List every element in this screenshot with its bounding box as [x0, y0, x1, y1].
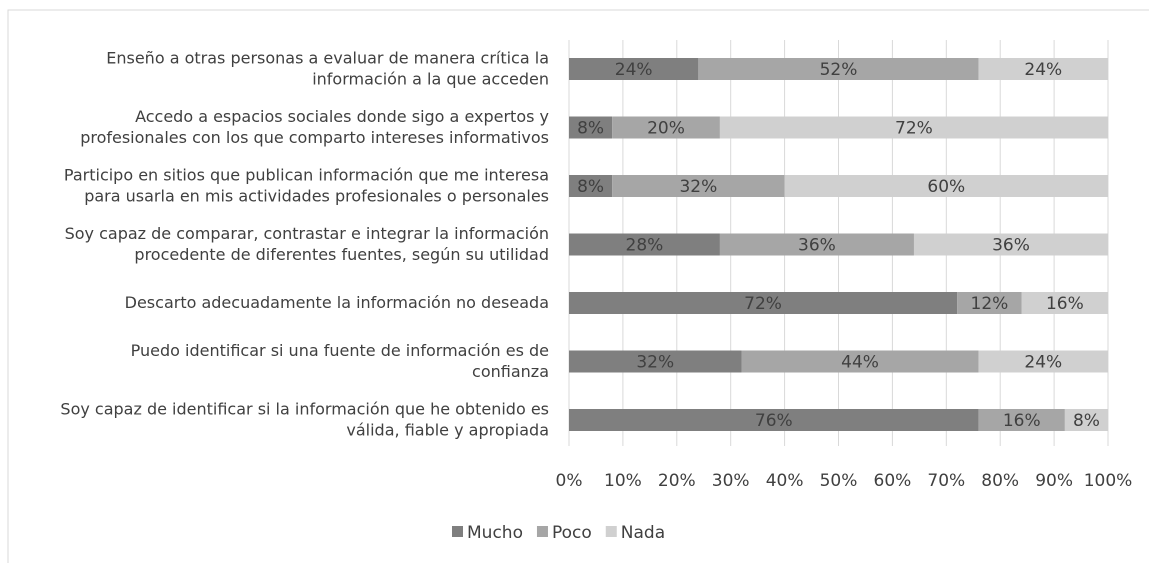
data-label: 60% [927, 177, 965, 197]
bar-segment [1021, 292, 1108, 314]
data-label: 8% [1073, 411, 1100, 431]
data-label: 8% [577, 119, 604, 139]
legend-swatch [536, 526, 548, 537]
x-tick-label: 20% [658, 471, 696, 491]
legend-swatch [452, 526, 463, 537]
bar-segment [569, 175, 613, 197]
data-label: 72% [744, 294, 782, 314]
data-label: 16% [1046, 294, 1084, 314]
category-label: Descarto adecuadamente la información no… [125, 293, 549, 312]
bar-segment [978, 350, 1108, 373]
data-label: 28% [626, 236, 664, 256]
data-label: 24% [1024, 60, 1062, 80]
bar-segment [569, 350, 742, 373]
bar-segment [741, 350, 979, 373]
x-tick-label: 90% [1035, 471, 1073, 491]
x-tick-label: 70% [927, 471, 965, 491]
category-label: Participo en sitios que publican informa… [64, 165, 549, 205]
bar-segment [719, 233, 914, 256]
legend-swatch [605, 526, 617, 537]
legend-label: Mucho [467, 523, 523, 543]
data-label: 52% [820, 60, 858, 80]
x-tick-label: 50% [820, 471, 858, 491]
category-label: Enseño a otras personas a evaluar de man… [106, 48, 549, 88]
data-label: 20% [647, 119, 685, 139]
data-label: 36% [992, 236, 1030, 256]
bar-segment [978, 409, 1065, 431]
x-tick-label: 60% [874, 471, 912, 491]
category-label: Puedo identificar si una fuente de infor… [131, 341, 549, 381]
bar-segment [913, 233, 1108, 256]
bar-segment [1064, 409, 1108, 431]
category-label: Accedo a espacios sociales donde sigo a … [80, 107, 549, 147]
bar-segment [569, 58, 699, 80]
bar-segment [569, 292, 958, 314]
x-tick-label: 30% [712, 471, 750, 491]
data-label: 76% [755, 411, 793, 431]
x-tick-label: 40% [766, 471, 804, 491]
x-tick-label: 80% [981, 471, 1019, 491]
x-tick-label: 10% [604, 471, 642, 491]
data-label: 16% [1003, 411, 1041, 431]
bar-segment [569, 409, 979, 431]
data-label: 44% [841, 353, 879, 373]
bar-segment [957, 292, 1022, 314]
legend-label: Poco [552, 523, 592, 543]
data-label: 32% [679, 177, 717, 197]
data-label: 24% [615, 60, 653, 80]
data-label: 32% [636, 353, 674, 373]
data-label: 12% [971, 294, 1009, 314]
data-label: 36% [798, 236, 836, 256]
category-label: Soy capaz de identificar si la informaci… [60, 399, 549, 439]
bar-segment [719, 116, 1108, 139]
bar-segment [698, 58, 979, 80]
bar-segment [569, 233, 720, 256]
data-label: 72% [895, 119, 933, 139]
bar-segment [612, 175, 785, 197]
data-label: 24% [1024, 353, 1062, 373]
legend-label: Nada [621, 523, 665, 543]
x-tick-label: 0% [556, 471, 583, 491]
bar-segment [784, 175, 1108, 197]
data-label: 8% [577, 177, 604, 197]
bar-segment [978, 58, 1108, 80]
x-tick-label: 100% [1084, 471, 1133, 491]
bar-segment [612, 116, 720, 139]
bar-segment [569, 116, 613, 139]
chart-border [7, 9, 1149, 563]
category-label: Soy capaz de comparar, contrastar e inte… [65, 224, 549, 264]
